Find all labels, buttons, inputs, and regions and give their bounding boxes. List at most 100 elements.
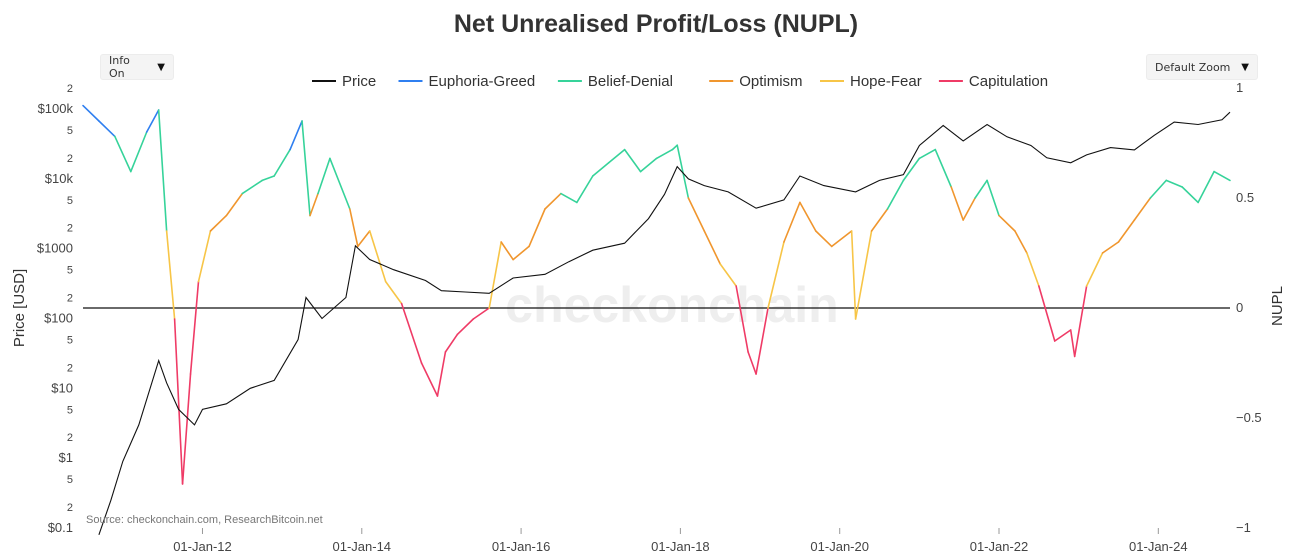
price-tick-label: $100k xyxy=(38,101,74,116)
nupl-segment xyxy=(755,307,769,375)
nupl-segment xyxy=(1038,285,1056,342)
nupl-segment xyxy=(544,192,562,210)
nupl-segment xyxy=(1213,170,1231,182)
nupl-segment xyxy=(317,157,331,195)
nupl-segment xyxy=(500,241,514,261)
nupl-segment xyxy=(1014,230,1028,254)
date-tick-label: 01-Jan-12 xyxy=(173,539,232,554)
nupl-segment xyxy=(1165,179,1184,188)
nupl-segment xyxy=(799,201,817,232)
nupl-segment xyxy=(472,307,491,320)
nupl-segment xyxy=(349,208,359,248)
nupl-segment xyxy=(703,230,722,265)
nupl-tick-label: 1 xyxy=(1236,80,1243,95)
price-tick-label: $0.1 xyxy=(48,520,73,535)
nupl-segment xyxy=(225,192,244,217)
nupl-segment xyxy=(655,148,674,160)
nupl-segment xyxy=(129,131,148,173)
price-tick-label: 5 xyxy=(67,404,73,416)
price-tick-label: 5 xyxy=(67,474,73,486)
legend-label: Optimism xyxy=(739,73,802,90)
nupl-segment xyxy=(591,162,610,177)
info-toggle-label: Info On xyxy=(109,54,130,80)
nupl-segment xyxy=(456,318,475,336)
legend-label: Hope-Fear xyxy=(850,73,922,90)
nupl-segment xyxy=(747,351,757,375)
nupl-segment xyxy=(1026,252,1040,287)
nupl-segment xyxy=(735,285,749,353)
nupl-segment xyxy=(512,245,530,261)
price-axis-label: Price [USD] xyxy=(11,269,28,347)
nupl-segment xyxy=(902,157,921,182)
nupl-segment xyxy=(639,157,658,173)
nupl-segment xyxy=(1117,219,1136,243)
nupl-segment xyxy=(82,104,100,122)
nupl-segment xyxy=(1073,285,1088,358)
nupl-segment xyxy=(1069,329,1076,358)
price-tick-label: $10k xyxy=(45,171,74,186)
nupl-segment xyxy=(830,230,853,248)
price-tick-label: $100 xyxy=(44,311,73,326)
nupl-segment xyxy=(329,157,351,210)
zoom-select-button[interactable]: Default Zoom ▼ xyxy=(1146,54,1258,80)
nupl-segment xyxy=(273,148,291,177)
chart-title: Net Unrealised Profit/Loss (NUPL) xyxy=(454,10,858,38)
nupl-segment xyxy=(1197,170,1215,204)
nupl-segment xyxy=(261,175,275,182)
price-tick-label: 2 xyxy=(67,292,73,304)
nupl-segment xyxy=(98,120,116,138)
nupl-segment xyxy=(1149,179,1168,199)
price-tick-label: 5 xyxy=(67,125,73,137)
nupl-segment xyxy=(1085,252,1104,287)
price-tick-label: $10 xyxy=(51,380,73,395)
nupl-segment xyxy=(368,230,387,283)
nupl-segment xyxy=(189,280,200,375)
nupl-segment xyxy=(719,263,737,287)
legend: Price Euphoria-Greed Belief-Denial Optimism… xyxy=(312,73,1048,90)
date-tick-label: 01-Jan-24 xyxy=(1129,539,1188,554)
info-toggle-button[interactable]: Info On ▼ xyxy=(100,54,174,80)
date-tick-label: 01-Jan-18 xyxy=(651,539,710,554)
nupl-segment xyxy=(870,208,889,232)
nupl-segment xyxy=(950,186,964,221)
nupl-segment xyxy=(436,351,447,397)
nupl-segment xyxy=(209,214,228,232)
watermark: checkonchain xyxy=(505,277,838,333)
nupl-segment xyxy=(1181,186,1199,204)
nupl-segment xyxy=(767,241,785,309)
nupl-segment xyxy=(165,230,176,320)
legend-label: Belief-Denial xyxy=(588,73,673,90)
price-tick-label: 2 xyxy=(67,502,73,514)
nupl-segment xyxy=(1101,241,1120,254)
nupl-segment xyxy=(384,280,403,305)
nupl-segment xyxy=(1053,329,1072,342)
nupl-segment xyxy=(444,333,459,353)
price-tick-label: 5 xyxy=(67,265,73,277)
price-tick-label: 2 xyxy=(67,153,73,165)
nupl-segment xyxy=(181,373,192,485)
nupl-segment xyxy=(986,179,1000,217)
price-tick-label: 5 xyxy=(67,335,73,347)
nupl-segment xyxy=(854,230,873,320)
nupl-series xyxy=(82,104,1231,485)
nupl-segment xyxy=(676,144,690,199)
date-tick-label: 01-Jan-14 xyxy=(333,539,392,554)
price-tick-label: $1 xyxy=(59,450,73,465)
date-axis-ticks: 01-Jan-12 01-Jan-14 01-Jan-16 01-Jan-18 01-J… xyxy=(173,528,1188,554)
nupl-segment xyxy=(623,148,642,173)
nupl-segment xyxy=(815,230,833,248)
nupl-segment xyxy=(420,362,439,397)
nupl-segment xyxy=(488,241,502,309)
nupl-segment xyxy=(197,230,212,283)
nupl-segment xyxy=(309,192,319,217)
nupl-segment xyxy=(241,179,264,195)
price-tick-label: 2 xyxy=(67,432,73,444)
legend-label: Price xyxy=(342,73,376,90)
nupl-segment xyxy=(114,135,132,173)
price-series-line xyxy=(98,111,1231,535)
price-tick-label: $1000 xyxy=(37,241,73,256)
nupl-segment xyxy=(560,192,578,204)
date-tick-label: 01-Jan-16 xyxy=(492,539,551,554)
nupl-segment xyxy=(289,120,303,151)
